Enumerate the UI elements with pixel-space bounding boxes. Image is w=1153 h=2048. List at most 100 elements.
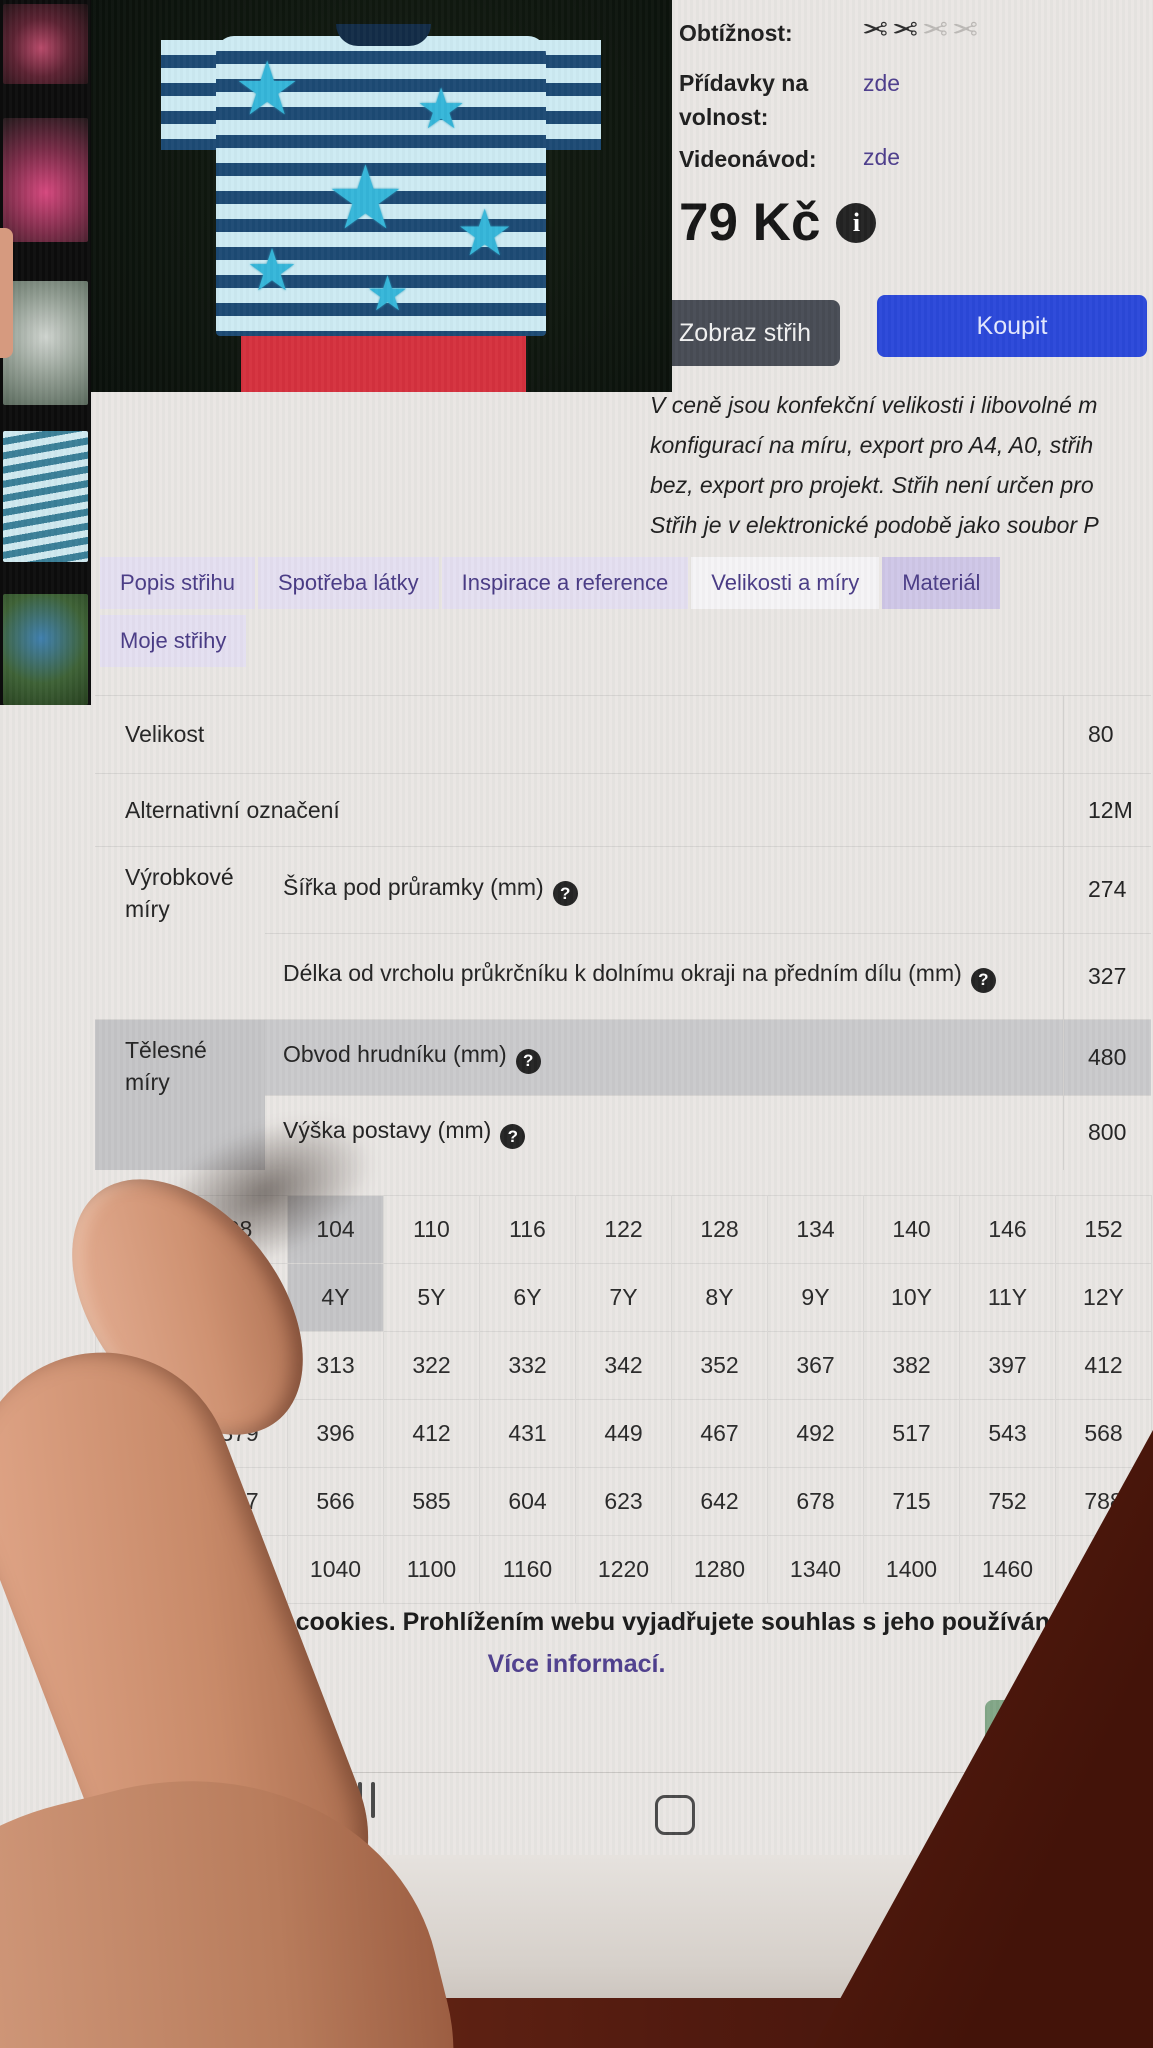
scissors-icon: ✂ xyxy=(858,12,888,47)
finger-edge xyxy=(0,228,13,358)
tab-velikosti-a-miry[interactable]: Velikosti a míry xyxy=(691,557,880,609)
group-label: Výrobkové míry xyxy=(125,864,234,922)
size-grid-cell: 1400 xyxy=(864,1536,960,1604)
size-grid-cell: 152 xyxy=(1056,1196,1152,1264)
product-thumbnail[interactable] xyxy=(3,4,88,84)
price-value: 79 Kč xyxy=(679,193,821,252)
row-label: Výška postavy (mm)? xyxy=(265,1117,1063,1149)
star-icon: ★ xyxy=(366,268,410,321)
home-icon[interactable] xyxy=(655,1795,695,1835)
size-grid-cell: 367 xyxy=(768,1332,864,1400)
table-row: Velikost 80 xyxy=(95,696,1151,774)
size-grid-cell: 397 xyxy=(960,1332,1056,1400)
size-grid-cell: 1160 xyxy=(480,1536,576,1604)
thumbnail-rail xyxy=(0,0,91,705)
size-grid-cell: 1280 xyxy=(672,1536,768,1604)
star-icon: ★ xyxy=(234,47,301,130)
size-grid-cell: 715 xyxy=(864,1468,960,1536)
size-grid-cell: 382 xyxy=(864,1332,960,1400)
description-line: konfigurací na míru, export pro A4, A0, … xyxy=(650,432,1094,458)
size-grid-cell: 752 xyxy=(960,1468,1056,1536)
size-grid-cell: 1100 xyxy=(384,1536,480,1604)
row-value: 80 xyxy=(1063,696,1151,773)
row-value: 800 xyxy=(1063,1095,1151,1170)
size-grid-cell: 146 xyxy=(960,1196,1056,1264)
size-grid-cell: 352 xyxy=(672,1332,768,1400)
allowances-link[interactable]: zde xyxy=(863,70,901,96)
size-grid-cell: 467 xyxy=(672,1400,768,1468)
tab-spotreba-latky[interactable]: Spotřeba látky xyxy=(257,557,439,609)
tab-moje-strihy[interactable]: Moje střihy xyxy=(100,615,247,667)
size-grid-cell: 116 xyxy=(480,1196,576,1264)
product-tabs: Popis střihu Spotřeba látky Inspirace a … xyxy=(100,557,1106,673)
tab-inspirace-a-reference[interactable]: Inspirace a reference xyxy=(441,557,689,609)
table-row: Délka od vrcholu průkrčníku k dolnímu ok… xyxy=(265,932,1151,1019)
info-icon[interactable]: i xyxy=(836,202,877,243)
description-line: Střih je v elektronické podobě jako soub… xyxy=(650,512,1099,538)
size-grid-cell: 517 xyxy=(864,1400,960,1468)
row-value: 480 xyxy=(1063,1020,1151,1095)
show-pattern-button[interactable]: Zobraz střih xyxy=(650,300,840,366)
help-icon[interactable]: ? xyxy=(500,1124,526,1149)
size-grid-cell: 4Y xyxy=(288,1264,384,1332)
product-description: V ceně jsou konfekční velikosti i libovo… xyxy=(650,385,1153,545)
size-grid-cell: 10Y xyxy=(864,1264,960,1332)
help-icon[interactable]: ? xyxy=(552,881,578,906)
product-thumbnail[interactable] xyxy=(3,118,88,242)
buy-button[interactable]: Koupit xyxy=(877,295,1147,357)
star-icon: ★ xyxy=(416,77,467,140)
tab-popis-strihu[interactable]: Popis střihu xyxy=(100,557,255,609)
size-grid-cell: 1460 xyxy=(960,1536,1056,1604)
size-grid-cell: 642 xyxy=(672,1468,768,1536)
help-icon[interactable]: ? xyxy=(970,967,996,993)
size-grid-cell: 6Y xyxy=(480,1264,576,1332)
row-label: Velikost xyxy=(125,721,205,747)
striped-shirt: ★ ★ ★ ★ ★ ★ xyxy=(216,36,546,336)
size-grid-cell: 492 xyxy=(768,1400,864,1468)
product-thumbnail[interactable] xyxy=(3,594,88,705)
size-grid-cell: 128 xyxy=(672,1196,768,1264)
description-line: V ceně jsou konfekční velikosti i libovo… xyxy=(650,392,1098,418)
video-link[interactable]: zde xyxy=(863,144,901,170)
size-grid-cell: 568 xyxy=(1056,1400,1152,1468)
size-grid-cell: 449 xyxy=(576,1400,672,1468)
product-thumbnail[interactable] xyxy=(3,281,88,405)
size-grid-cell: 543 xyxy=(960,1400,1056,1468)
size-grid-cell: 322 xyxy=(384,1332,480,1400)
size-grid-cell: 332 xyxy=(480,1332,576,1400)
price: 79 Kč i xyxy=(679,192,877,253)
cookie-more-info-link[interactable]: Více informací. xyxy=(487,1650,666,1678)
table-row: Alternativní označení 12M xyxy=(95,774,1151,847)
size-grid-cell: 678 xyxy=(768,1468,864,1536)
product-thumbnail[interactable] xyxy=(3,431,88,562)
size-grid-cell: 9Y xyxy=(768,1264,864,1332)
divider xyxy=(195,1772,1153,1773)
scissors-icon: ✂ xyxy=(947,12,978,47)
size-grid-cell: 396 xyxy=(288,1400,384,1468)
row-value: 12M xyxy=(1063,774,1151,846)
tab-material[interactable]: Materiál xyxy=(882,557,1001,609)
help-icon[interactable]: ? xyxy=(515,1048,541,1074)
row-label: Obvod hrudníku (mm)? xyxy=(265,1041,1063,1074)
size-grid-cell: 342 xyxy=(576,1332,672,1400)
size-grid-cell: 1040 xyxy=(288,1536,384,1604)
size-grid-cell: 134 xyxy=(768,1196,864,1264)
row-label: Alternativní označení xyxy=(125,796,340,823)
size-grid-cell: 431 xyxy=(480,1400,576,1468)
star-icon: ★ xyxy=(326,148,405,247)
size-grid-cell: 7Y xyxy=(576,1264,672,1332)
size-grid-cell: 11Y xyxy=(960,1264,1056,1332)
size-grid-cell: 566 xyxy=(288,1468,384,1536)
difficulty-label: Obtížnost: xyxy=(679,20,793,46)
video-label: Videonávod: xyxy=(679,146,817,172)
row-value: 327 xyxy=(1063,933,1151,1019)
table-row: Výška postavy (mm)? 800 xyxy=(265,1094,1151,1170)
size-grid-cell: 313 xyxy=(288,1332,384,1400)
size-grid-cell: 8Y xyxy=(672,1264,768,1332)
size-grid-cell: 412 xyxy=(1056,1332,1152,1400)
size-grid-cell: 412 xyxy=(384,1400,480,1468)
product-photo[interactable]: ★ ★ ★ ★ ★ ★ xyxy=(91,0,672,392)
difficulty-scissors: ✂✂✂✂ xyxy=(858,12,978,48)
size-grid-cell: 12Y xyxy=(1056,1264,1152,1332)
